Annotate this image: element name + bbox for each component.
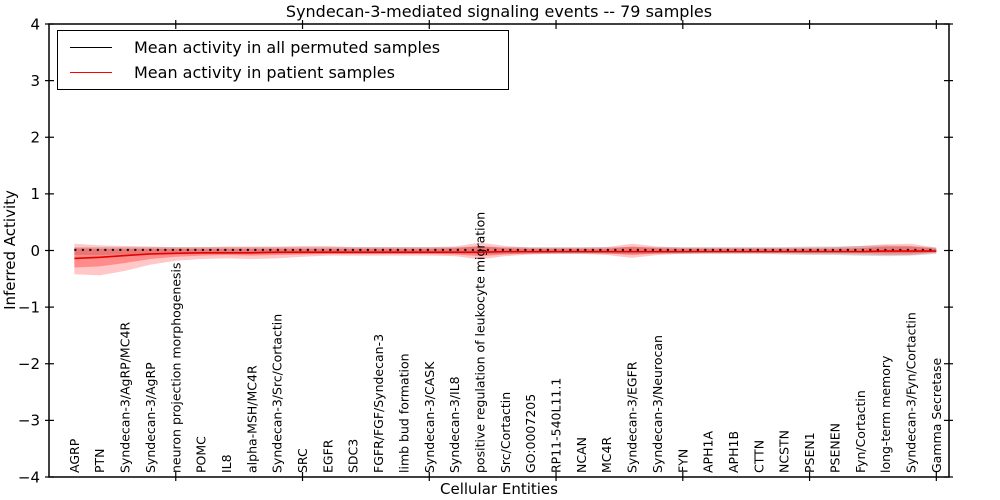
legend-item-permuted: Mean activity in all permuted samples [58,36,508,60]
x-category-label: alpha-MSH/MC4R [244,365,259,473]
x-category-label: APH1B [726,431,741,473]
x-category-label: long-term memory [878,355,893,473]
y-tick-label: −1 [18,298,40,316]
legend-item-patient: Mean activity in patient samples [58,61,508,85]
x-category-label: Fyn/Cortactin [853,390,868,473]
x-axis-label: Cellular Entities [440,480,558,498]
x-category-label: PTN [92,448,107,473]
x-category-label: Syndecan-3/CASK [422,361,437,473]
x-category-label: POMC [194,436,209,473]
y-tick-label: 3 [30,72,40,90]
x-category-label: FGFR/FGF/Syndecan-3 [371,334,386,473]
y-tick-label: 2 [30,129,40,147]
x-category-label: APH1A [701,431,716,473]
y-tick-label: 0 [30,242,40,260]
y-tick-label: −3 [18,412,40,430]
permuted-range-band [74,245,937,257]
x-category-label: Syndecan-3/IL8 [447,376,462,473]
y-axis-label: Inferred Activity [1,190,19,310]
x-category-label: MC4R [599,437,614,473]
legend-line-patient-icon [70,72,112,73]
x-category-label: PSENEN [827,423,842,473]
legend-box: Mean activity in all permuted samples Me… [57,30,509,90]
x-category-label: positive regulation of leukocyte migrati… [472,212,487,473]
x-category-label: NCAN [574,437,589,473]
x-category-label: neuron projection morphogenesis [168,262,183,473]
legend-label-patient: Mean activity in patient samples [134,63,395,82]
x-category-label: EGFR [320,439,335,473]
legend-label-permuted: Mean activity in all permuted samples [134,38,441,57]
x-category-label: SRC [295,448,310,473]
y-tick-label: −2 [18,355,40,373]
patient-mean-line [74,250,937,260]
x-category-label: PSEN1 [802,432,817,473]
x-category-label: NCSTN [777,430,792,473]
x-category-label: SDC3 [346,439,361,473]
x-category-label: Syndecan-3/Neurocan [650,335,665,473]
y-tick-label: −4 [18,468,40,486]
y-tick-label: 4 [30,15,40,33]
x-category-label: FYN [675,449,690,473]
x-category-label: GO:0007205 [523,394,538,473]
legend-line-permuted-icon [70,47,112,48]
x-category-label: Src/Cortactin [498,392,513,473]
x-category-label: Syndecan-3/Fyn/Cortactin [903,312,918,473]
x-category-label: Syndecan-3/Src/Cortactin [270,314,285,473]
x-category-label: Syndecan-3/EGFR [625,361,640,473]
x-category-label: CTTN [751,440,766,473]
x-category-label: Gamma Secretase [929,358,944,473]
x-category-label: Syndecan-3/AgRP/MC4R [118,322,133,473]
x-category-label: RP11-540L11.1 [549,378,564,473]
x-category-label: AGRP [67,438,82,473]
x-category-label: limb bud formation [396,353,411,473]
chart-title: Syndecan-3-mediated signaling events -- … [285,2,713,21]
x-category-label: IL8 [219,454,234,473]
x-category-label: Syndecan-3/AgRP [143,362,158,473]
y-tick-label: 1 [30,185,40,203]
